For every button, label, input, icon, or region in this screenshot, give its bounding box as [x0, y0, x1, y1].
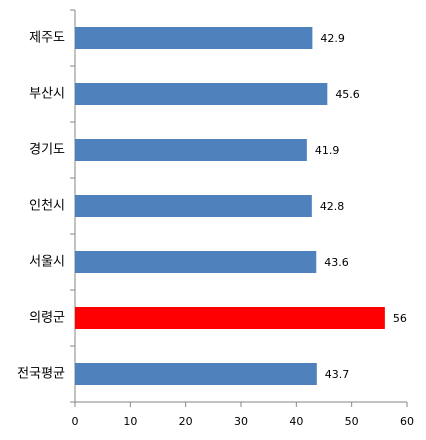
value-label: 56	[393, 312, 407, 325]
bar	[75, 195, 312, 217]
y-tick-label: 전국평균	[17, 367, 65, 382]
x-tick-label: 0	[72, 415, 79, 428]
value-label: 41.9	[315, 144, 340, 157]
y-tick-label: 경기도	[29, 143, 65, 158]
bar	[75, 139, 307, 161]
y-tick-label: 의령군	[29, 311, 65, 326]
x-tick-label: 30	[234, 415, 248, 428]
y-tick-label: 인천시	[29, 199, 65, 214]
bar	[75, 83, 328, 105]
value-label: 43.6	[324, 256, 349, 269]
bar	[75, 251, 317, 273]
bar	[75, 307, 385, 329]
value-label: 42.8	[320, 200, 345, 213]
y-tick-label: 부산시	[29, 87, 65, 102]
y-tick-label: 서울시	[29, 255, 65, 270]
x-tick-label: 20	[179, 415, 193, 428]
x-tick-label: 60	[400, 415, 414, 428]
bar	[75, 363, 317, 385]
value-label: 42.9	[320, 32, 345, 45]
y-tick-label: 제주도	[29, 31, 65, 46]
x-tick-label: 50	[345, 415, 359, 428]
bar	[75, 27, 313, 49]
value-label: 45.6	[335, 88, 360, 101]
x-tick-label: 10	[123, 415, 137, 428]
value-label: 43.7	[325, 368, 350, 381]
x-tick-label: 40	[289, 415, 303, 428]
